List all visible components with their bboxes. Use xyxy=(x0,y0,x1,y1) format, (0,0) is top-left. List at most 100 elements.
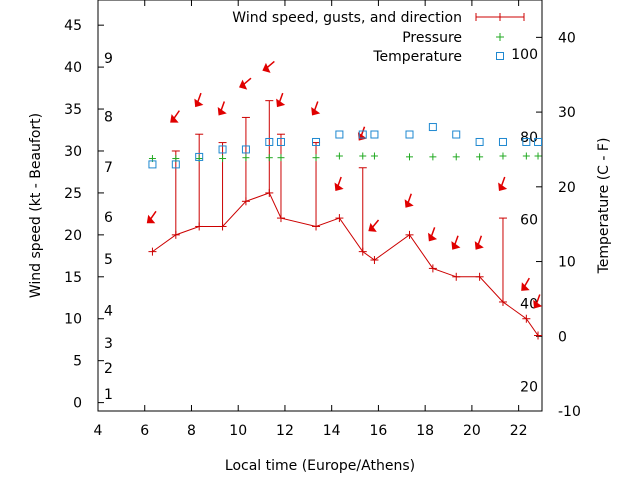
legend-label-wind: Wind speed, gusts, and direction xyxy=(232,10,462,26)
x-tick-label: 14 xyxy=(323,423,341,439)
y-left-tick-label: 10 xyxy=(64,312,82,328)
y-right-tick-label: 40 xyxy=(558,30,576,46)
temperature-point xyxy=(405,130,414,139)
temperature-point xyxy=(475,137,484,146)
temperature-point xyxy=(428,123,437,132)
y-left-tick-label: 40 xyxy=(64,60,82,76)
beaufort-label: 8 xyxy=(104,110,113,126)
temperature-point xyxy=(218,145,227,154)
arrow-head xyxy=(533,299,543,309)
arrow-head xyxy=(474,241,484,250)
beaufort-label: 3 xyxy=(104,336,113,352)
x-tick-label: 10 xyxy=(229,423,247,439)
fahrenheit-label: 100 xyxy=(511,47,538,63)
temperature-point xyxy=(498,137,507,146)
arrow-head xyxy=(498,182,508,192)
x-tick-label: 20 xyxy=(463,423,481,439)
y-right-tick-label: 0 xyxy=(558,329,567,345)
temperature-point xyxy=(276,137,285,146)
temperature-point xyxy=(195,152,204,161)
fahrenheit-label: 60 xyxy=(520,213,538,229)
arrow-head xyxy=(217,106,227,116)
y-left-tick-label: 45 xyxy=(64,18,82,34)
temperature-point xyxy=(522,137,531,146)
arrow-head xyxy=(194,98,204,108)
plot-frame xyxy=(97,0,543,412)
wind-direction-arrow xyxy=(194,92,204,108)
arrow-head xyxy=(451,241,461,250)
wind-direction-arrow xyxy=(357,126,367,141)
y-left-tick-label: 30 xyxy=(64,144,82,160)
wind-direction-arrow xyxy=(170,110,180,123)
y-left-axis-label: Wind speed (kt - Beaufort) xyxy=(28,113,44,298)
arrow-head xyxy=(170,114,179,123)
y-left-tick-label: 20 xyxy=(64,228,82,244)
legend-label-pressure: Pressure xyxy=(402,30,462,46)
arrow-head xyxy=(146,214,156,224)
arrow-head xyxy=(311,106,321,116)
wind-direction-arrow xyxy=(334,176,344,192)
arrow-head xyxy=(428,232,438,242)
x-tick-label: 18 xyxy=(416,423,434,439)
arrow-head xyxy=(238,79,248,90)
legend-swatch-temperature xyxy=(496,52,504,60)
y-right-tick-label: 20 xyxy=(558,180,576,196)
y-left-tick-label: 35 xyxy=(64,102,82,118)
arrow-head xyxy=(262,62,271,73)
beaufort-label: 9 xyxy=(104,51,113,67)
y-left-tick-label: 15 xyxy=(64,270,82,286)
temperature-point xyxy=(241,145,250,154)
beaufort-label: 7 xyxy=(104,160,113,176)
x-tick-label: 6 xyxy=(140,423,149,439)
x-axis-label: Local time (Europe/Athens) xyxy=(225,458,415,474)
wind-direction-arrow xyxy=(404,193,414,208)
wind-direction-arrow xyxy=(217,101,227,116)
beaufort-label: 5 xyxy=(104,252,113,268)
y-right-tick-label: 10 xyxy=(558,255,576,271)
x-tick-label: 12 xyxy=(276,423,294,439)
wind-direction-arrow xyxy=(533,294,543,309)
temperature-point xyxy=(312,137,321,146)
x-tick-label: 22 xyxy=(510,423,528,439)
beaufort-label: 6 xyxy=(104,210,113,226)
y-left-tick-label: 5 xyxy=(73,354,82,370)
temperature-point xyxy=(534,137,543,146)
x-tick-label: 16 xyxy=(370,423,388,439)
temperature-point xyxy=(265,137,274,146)
wind-direction-arrow xyxy=(428,227,438,242)
y-left-tick-label: 25 xyxy=(64,186,82,202)
wind-direction-arrow xyxy=(451,235,461,250)
y-right-tick-label: -10 xyxy=(558,404,581,420)
temperature-point xyxy=(370,130,379,139)
beaufort-label: 4 xyxy=(104,303,113,319)
wind-direction-arrow xyxy=(146,210,157,224)
wind-direction-arrow xyxy=(311,101,321,116)
beaufort-label: 1 xyxy=(104,387,113,403)
temperature-point xyxy=(452,130,461,139)
temperature-point xyxy=(171,160,180,169)
legend-label-temperature: Temperature xyxy=(372,49,462,65)
arrow-head xyxy=(404,199,414,208)
arrow-head xyxy=(368,222,377,232)
x-tick-label: 8 xyxy=(187,423,196,439)
wind-speed-line xyxy=(152,192,539,336)
temperature-point xyxy=(148,160,157,169)
temperature-point xyxy=(358,130,367,139)
y-left-tick-label: 0 xyxy=(73,396,82,412)
arrow-head xyxy=(521,282,530,291)
wind-direction-arrow xyxy=(498,176,508,192)
fahrenheit-label: 20 xyxy=(520,379,538,395)
fahrenheit-label: 80 xyxy=(520,130,538,146)
arrow-head xyxy=(357,132,367,141)
wind-direction-arrow xyxy=(238,77,252,90)
y-right-axis-label: Temperature (C - F) xyxy=(596,138,612,275)
wind-direction-arrow xyxy=(368,219,380,232)
wind-direction-arrow xyxy=(474,235,484,250)
wind-direction-arrow xyxy=(276,92,286,108)
arrow-head xyxy=(334,182,344,192)
arrow-head xyxy=(276,98,286,108)
wind-direction-arrow xyxy=(521,277,530,291)
wind-direction-arrow xyxy=(262,60,275,73)
